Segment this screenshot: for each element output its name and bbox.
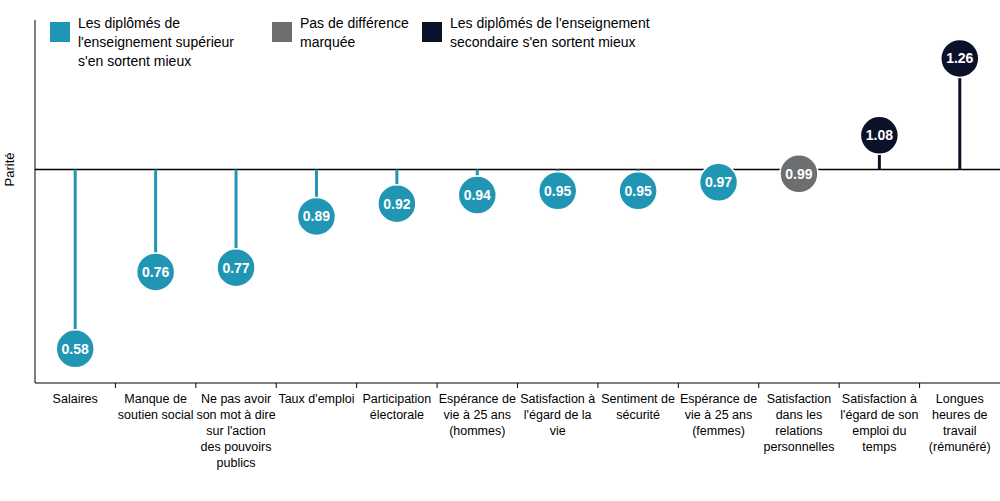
x-tick-label: Satisfaction dans les relations personne… (759, 391, 839, 455)
legend-swatch (272, 22, 292, 42)
lollipop-head (700, 163, 738, 201)
x-tick-label: Ne pas avoir son mot à dire sur l'action… (196, 391, 276, 471)
x-tick-label: Sentiment de sécurité (598, 391, 678, 423)
lollipop-head (780, 155, 818, 193)
data-label: 0.97 (705, 174, 732, 190)
x-tick-label: Satisfaction à l'égard de son emploi du … (839, 391, 919, 455)
x-tick (356, 383, 357, 388)
data-label: 0.58 (62, 341, 89, 357)
stem (74, 169, 77, 348)
data-label: 0.89 (303, 208, 330, 224)
x-tick-label: Participation électorale (357, 391, 437, 423)
baseline (35, 169, 1000, 171)
lollipop-head (860, 116, 898, 154)
data-labels: 0.58 0.76 0.77 0.89 0.92 0.94 0.95 0.95 0.97 0.99… (62, 50, 974, 356)
x-tick (517, 383, 518, 388)
x-tick (437, 383, 438, 388)
data-label: 0.95 (625, 183, 652, 199)
lollipop-head (539, 172, 577, 210)
data-label: 0.77 (222, 260, 249, 276)
x-tick-label: Espérance de vie à 25 ans (hommes) (437, 391, 517, 439)
lollipop-head (137, 253, 175, 291)
data-label: 0.92 (383, 196, 410, 212)
x-tick (195, 383, 196, 388)
legend-label: Les diplômés de l'enseignement secondair… (450, 14, 650, 52)
data-label: 0.95 (544, 183, 571, 199)
y-label: Parité (2, 152, 17, 186)
x-tick (678, 383, 679, 388)
lollipop-head (297, 197, 335, 235)
lollipop-head (217, 249, 255, 287)
data-label: 1.08 (866, 127, 893, 143)
x-tick-label: Satisfaction à l'égard de la vie (518, 391, 598, 439)
data-label: 0.76 (142, 264, 169, 280)
x-tick (839, 383, 840, 388)
marks (35, 39, 1000, 367)
x-tick (597, 383, 598, 388)
x-tick (758, 383, 759, 388)
legend-swatch (422, 22, 442, 42)
x-tick (115, 383, 116, 388)
legend-swatch (50, 22, 70, 42)
legend-label: Pas de différence marquée (300, 14, 410, 52)
x-tick-label: Taux d'emploi (276, 391, 356, 407)
lollipop-head (619, 172, 657, 210)
x-tick-label: Longues heures de travail (rémunéré) (920, 391, 1000, 455)
x-tick-label: Manque de soutien social (116, 391, 196, 423)
lollipop-head (941, 39, 979, 77)
data-label: 1.26 (946, 50, 973, 66)
data-label: 0.99 (785, 166, 812, 182)
x-tick-label: Espérance de vie à 25 ans (femmes) (679, 391, 759, 439)
y-axis (35, 20, 36, 383)
x-tick (276, 383, 277, 388)
x-tick-label: Salaires (35, 391, 115, 407)
legend-label: Les diplômés de l'enseignement supérieur… (78, 14, 258, 71)
lollipop-head (378, 185, 416, 223)
lollipop-head (56, 330, 94, 368)
data-label: 0.94 (464, 187, 491, 203)
x-tick (919, 383, 920, 388)
lollipop-head (458, 176, 496, 214)
